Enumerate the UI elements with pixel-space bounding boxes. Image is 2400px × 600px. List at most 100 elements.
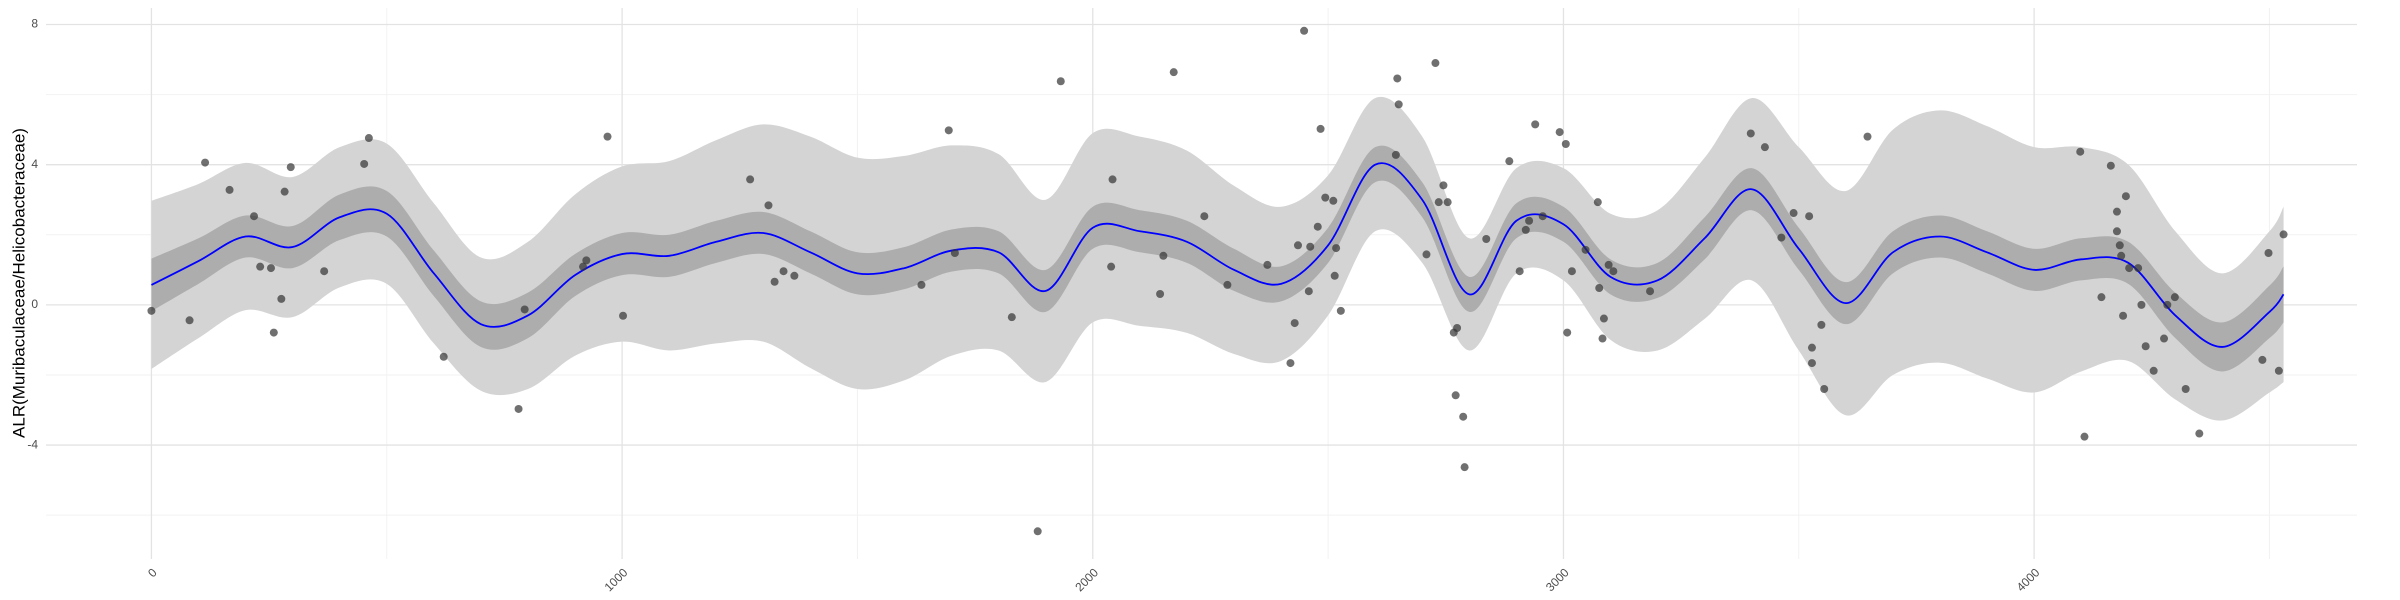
data-point [286, 163, 295, 172]
data-point [2181, 385, 2190, 394]
data-point [1434, 198, 1443, 207]
x-tick-label: 1000 [602, 565, 631, 594]
data-point [266, 264, 275, 273]
data-point [1789, 209, 1798, 218]
data-point [2115, 241, 2124, 250]
data-point [2160, 334, 2169, 343]
y-tick-label: 0 [31, 297, 38, 311]
data-point [1646, 287, 1655, 296]
data-point [1760, 143, 1769, 152]
data-point [917, 280, 926, 289]
x-tick-label: 4000 [2014, 565, 2043, 594]
data-point [2121, 192, 2130, 201]
data-point [1820, 385, 1829, 394]
data-point [2106, 161, 2115, 170]
data-point [514, 404, 523, 413]
data-point [2149, 366, 2158, 375]
data-point [1033, 527, 1042, 536]
data-point [2112, 227, 2121, 236]
data-point [2119, 311, 2128, 320]
data-point [147, 306, 156, 315]
data-point [1531, 120, 1540, 129]
fit-line [151, 162, 2285, 348]
data-point [2264, 249, 2273, 258]
data-point [1599, 314, 1608, 323]
data-point [1223, 280, 1232, 289]
data-point [280, 187, 289, 196]
data-point [1807, 343, 1816, 352]
data-point [1515, 267, 1524, 276]
data-point [1007, 313, 1016, 322]
data-point [619, 311, 628, 320]
data-point [1805, 212, 1814, 221]
data-point [1598, 334, 1607, 343]
data-point [1336, 306, 1345, 315]
data-point [1807, 359, 1816, 368]
data-point [1316, 124, 1325, 133]
data-point [1567, 267, 1576, 276]
data-point [1555, 128, 1564, 137]
data-point [1505, 157, 1514, 166]
data-point [1286, 359, 1295, 368]
data-point [1394, 100, 1403, 109]
data-point [2170, 293, 2179, 302]
data-point [1300, 26, 1309, 35]
data-point [2125, 264, 2134, 273]
data-point [1431, 59, 1440, 68]
x-tick-label: 2000 [1072, 565, 1101, 594]
data-point [579, 262, 588, 271]
data-point [950, 249, 959, 258]
y-tick-label: 8 [31, 17, 38, 31]
data-point [2274, 366, 2283, 375]
data-point [1593, 198, 1602, 207]
data-point [1439, 181, 1448, 190]
data-point [1329, 196, 1338, 205]
data-point [1538, 212, 1547, 221]
data-point [201, 158, 210, 167]
data-point [256, 262, 265, 271]
data-point [764, 201, 773, 210]
data-point [1777, 233, 1786, 242]
data-point [2141, 342, 2150, 351]
y-tick-label: -4 [27, 437, 38, 451]
data-point [746, 175, 755, 184]
data-point [1595, 284, 1604, 293]
data-point [1263, 260, 1272, 269]
data-point [1293, 241, 1302, 250]
data-point [1443, 198, 1452, 207]
data-point [1604, 260, 1613, 269]
data-point [582, 256, 591, 265]
data-point [1609, 267, 1618, 276]
x-tick-label: 3000 [1543, 565, 1572, 594]
data-point [1581, 245, 1590, 254]
data-point [2258, 355, 2267, 364]
y-axis-title: ALR(Muribaculaceae/Helicobacteraceae) [9, 128, 28, 438]
data-point [603, 132, 612, 141]
data-point [1563, 328, 1572, 337]
data-point [1321, 193, 1330, 202]
data-point [185, 316, 194, 325]
data-point [439, 352, 448, 361]
data-point [1422, 250, 1431, 259]
data-point [1561, 139, 1570, 148]
data-point [1159, 251, 1168, 260]
confidence-band [151, 145, 2284, 372]
data-point [790, 271, 799, 280]
data-point [364, 134, 373, 143]
data-point [1525, 216, 1534, 225]
data-point [1451, 391, 1460, 400]
data-point [2137, 300, 2146, 309]
data-point [1482, 234, 1491, 243]
data-point [1863, 132, 1872, 141]
data-point [1290, 319, 1299, 328]
data-point [1332, 244, 1341, 253]
data-point [250, 212, 259, 221]
data-point [1460, 463, 1469, 472]
data-point [1169, 68, 1178, 77]
data-point [2279, 230, 2288, 239]
data-point [1107, 262, 1116, 271]
data-point [2080, 432, 2089, 441]
data-point [1304, 287, 1313, 296]
data-point [1393, 74, 1402, 83]
